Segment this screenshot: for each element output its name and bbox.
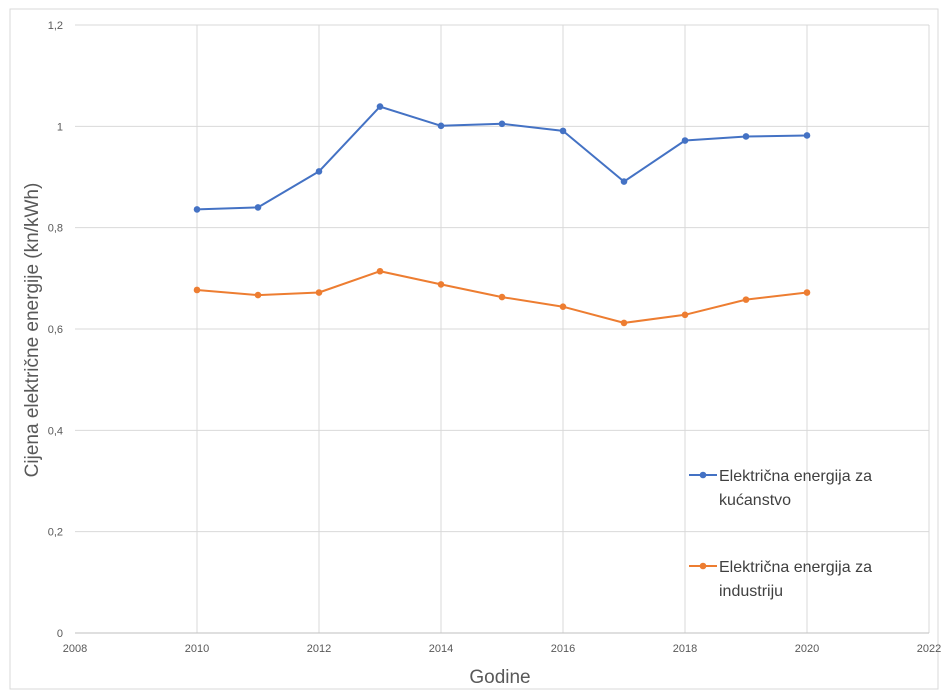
data-point bbox=[498, 293, 506, 301]
x-tick-label: 2008 bbox=[63, 643, 87, 655]
data-point bbox=[315, 168, 323, 175]
data-point bbox=[803, 289, 811, 296]
y-tick-label: 0 bbox=[57, 628, 63, 640]
y-tick-label: 0,4 bbox=[48, 425, 63, 437]
series-layer bbox=[193, 103, 811, 327]
data-point bbox=[437, 281, 445, 288]
y-axis-title: Cijena električne energije (kn/kWh) bbox=[22, 183, 43, 478]
series-1 bbox=[193, 103, 811, 213]
legend-marker bbox=[699, 471, 707, 479]
legend-label: Električna energija za bbox=[719, 468, 872, 485]
legend-item-2: Električna energija za industriju bbox=[689, 559, 872, 600]
data-point bbox=[559, 127, 567, 135]
data-point bbox=[498, 120, 506, 128]
series-2 bbox=[193, 267, 811, 327]
legend-marker bbox=[699, 562, 707, 570]
data-point bbox=[376, 267, 384, 275]
data-point bbox=[620, 178, 628, 185]
data-point bbox=[620, 319, 628, 327]
legend-label: kućanstvo bbox=[719, 492, 791, 509]
x-tick-label: 2020 bbox=[795, 643, 819, 655]
y-tick-label: 1,2 bbox=[48, 20, 63, 32]
data-point bbox=[376, 103, 384, 110]
data-point bbox=[803, 132, 811, 139]
data-point bbox=[193, 286, 201, 294]
data-point bbox=[254, 291, 262, 299]
x-tick-label: 2016 bbox=[551, 643, 575, 655]
data-point bbox=[437, 122, 445, 130]
x-tick-label: 2018 bbox=[673, 643, 697, 655]
y-tick-label: 1 bbox=[57, 121, 63, 133]
y-tick-label: 0,8 bbox=[48, 223, 63, 235]
horizontal-gridlines bbox=[75, 24, 929, 533]
x-tick-label: 2022 bbox=[917, 643, 941, 655]
data-point bbox=[193, 206, 201, 213]
data-point bbox=[742, 296, 750, 303]
legend-label: industriju bbox=[719, 583, 783, 600]
y-tick-label: 0,2 bbox=[48, 527, 63, 539]
x-tick-labels: 2008 2010 2012 2014 2016 2018 2020 2022 bbox=[63, 643, 941, 655]
legend: Električna energija zakućanstvoElektričn… bbox=[689, 468, 872, 600]
data-point bbox=[742, 133, 750, 140]
data-point bbox=[315, 289, 323, 296]
x-tick-label: 2010 bbox=[185, 643, 209, 655]
legend-item-1: Električna energija za kućanstvo bbox=[689, 468, 872, 509]
x-axis-title: Godine bbox=[469, 667, 530, 688]
data-point bbox=[559, 303, 567, 311]
legend-label: Električna energija za bbox=[719, 559, 872, 576]
x-tick-label: 2014 bbox=[429, 643, 453, 655]
data-point bbox=[681, 137, 689, 144]
data-point bbox=[681, 311, 689, 319]
chart-border bbox=[9, 8, 939, 690]
data-point bbox=[254, 204, 262, 211]
y-tick-label: 0,6 bbox=[48, 324, 63, 336]
y-tick-labels: 0 0,2 0,4 0,6 0,8 1 1,2 bbox=[48, 20, 63, 640]
x-tick-label: 2012 bbox=[307, 643, 331, 655]
